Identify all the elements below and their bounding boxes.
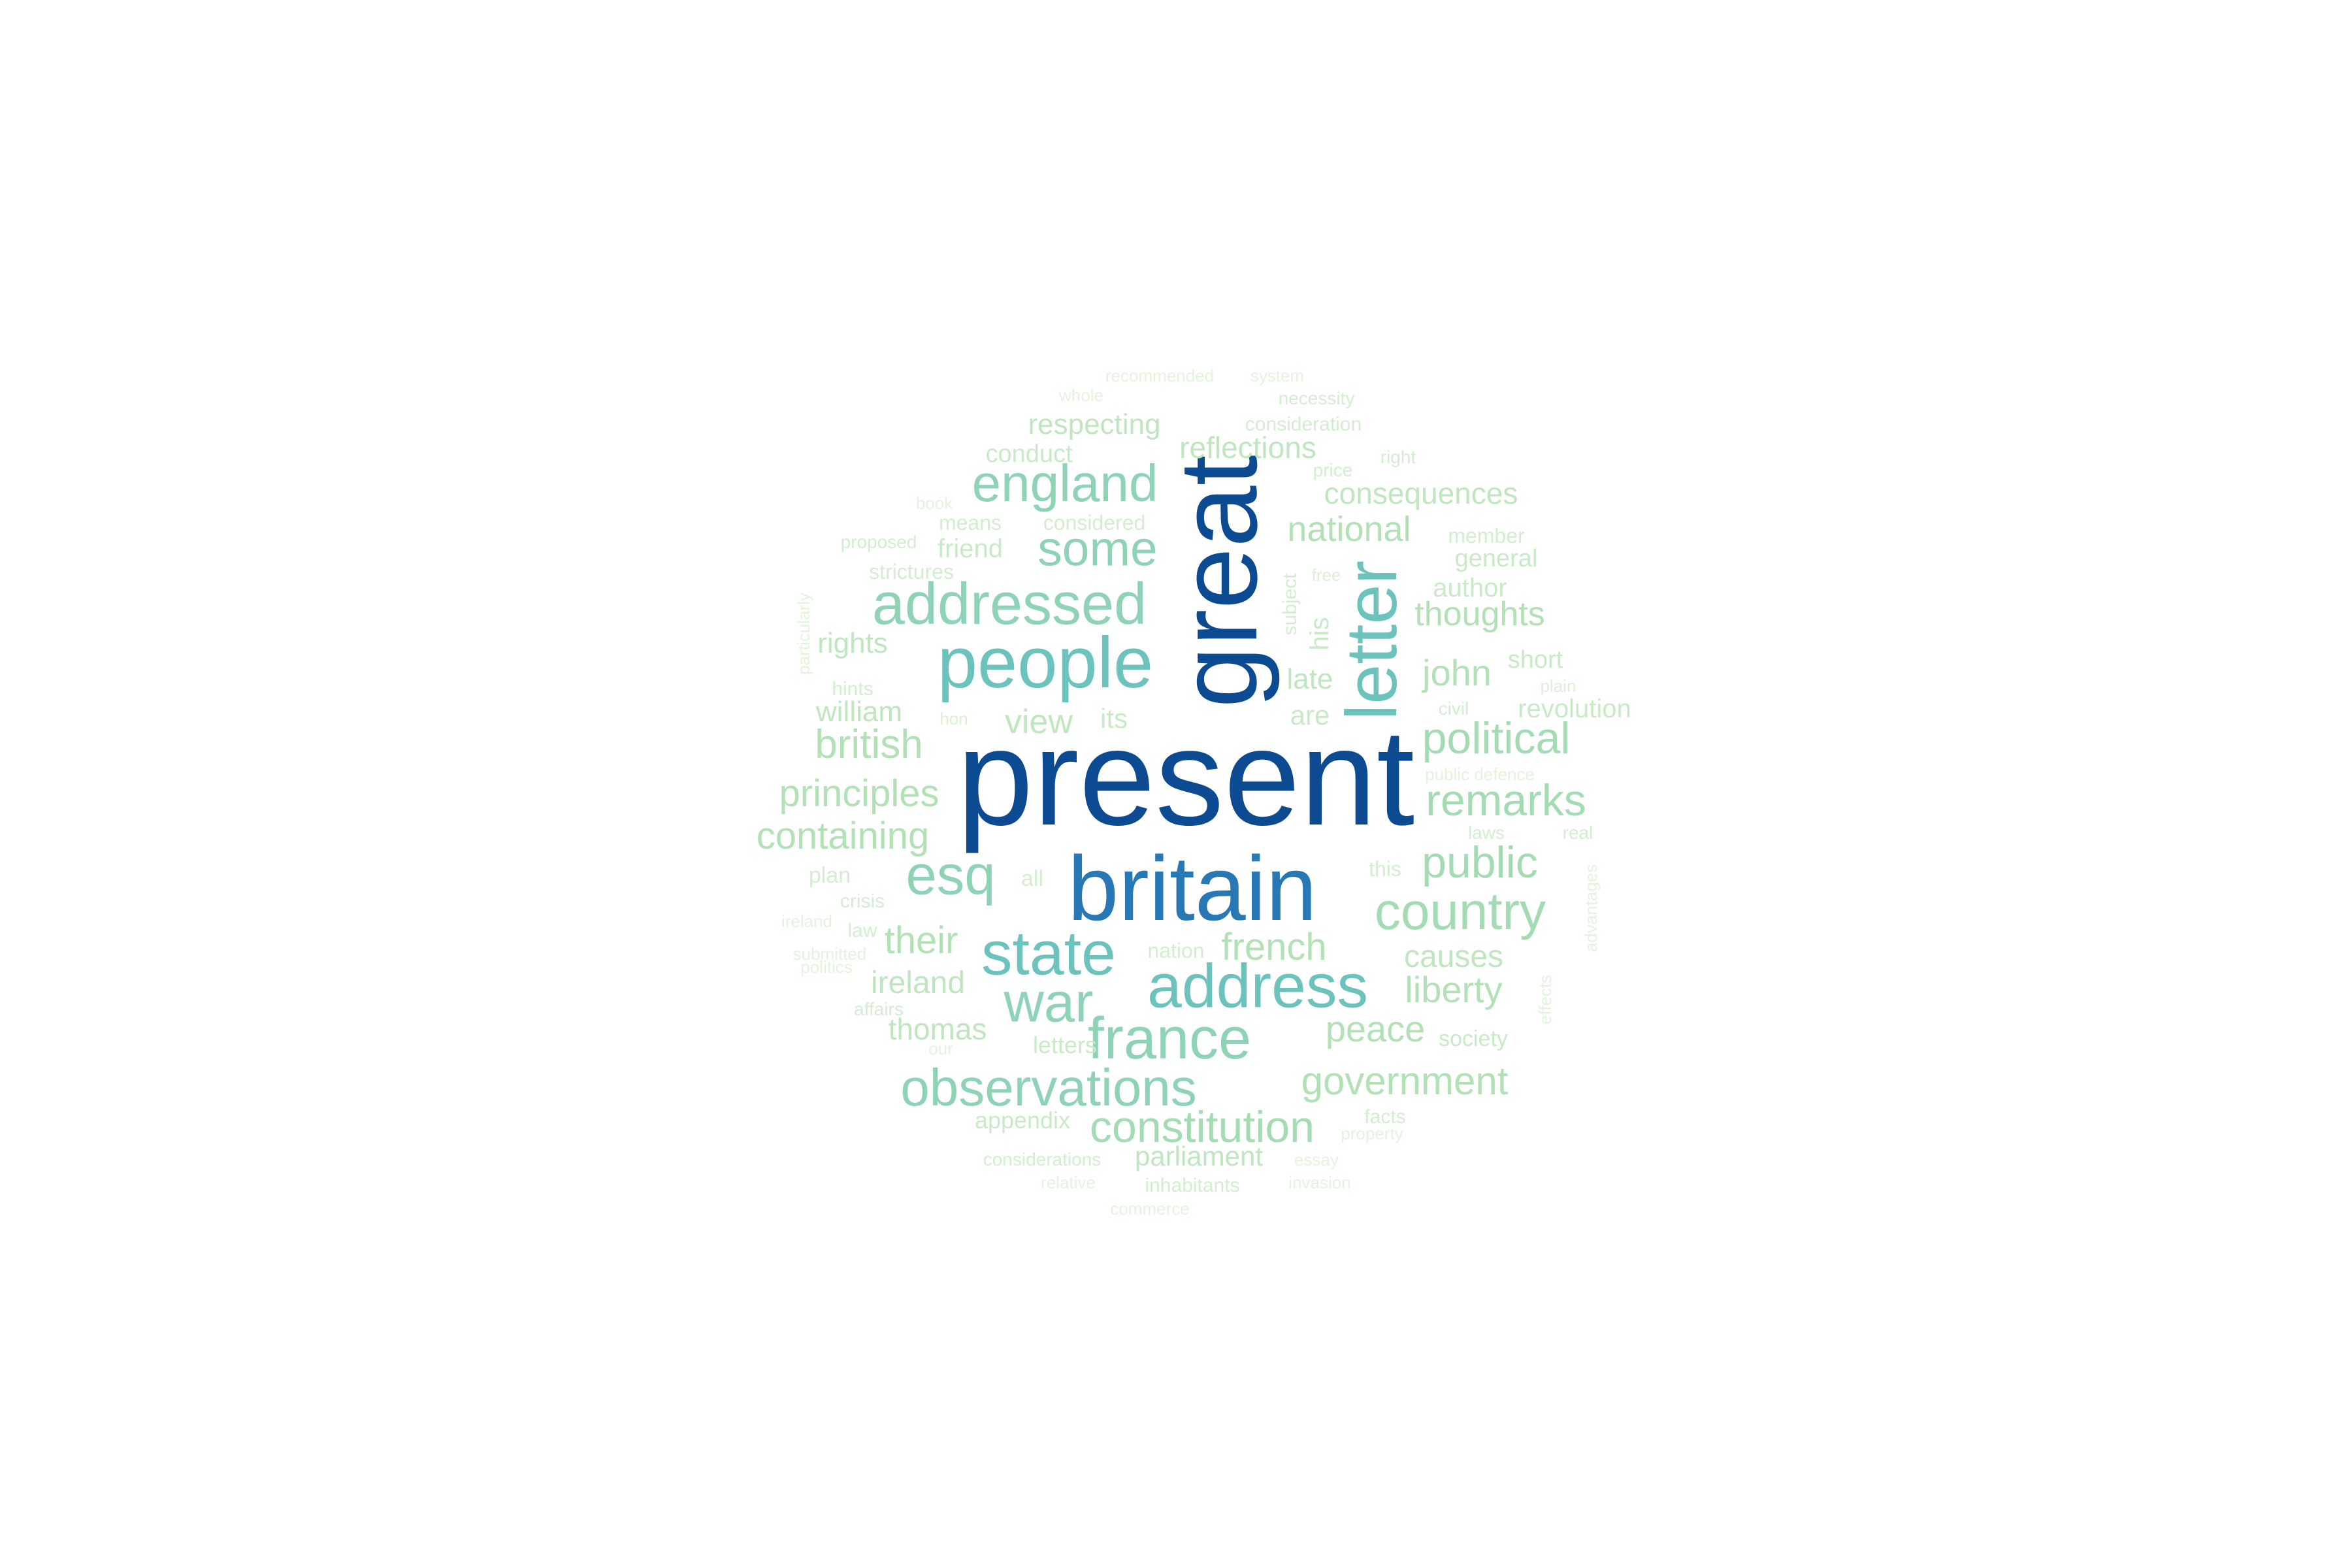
word-public-defence: public defence	[1425, 764, 1535, 784]
word-right: right	[1380, 447, 1416, 467]
word-conduct: conduct	[985, 440, 1073, 468]
word-essay: essay	[1294, 1150, 1339, 1169]
word-ireland: ireland	[781, 911, 833, 931]
word-our: our	[928, 1039, 953, 1058]
word-british: british	[815, 722, 923, 767]
word-effects: effects	[1535, 974, 1555, 1025]
word-ireland: ireland	[870, 966, 966, 1000]
word-appendix: appendix	[974, 1107, 1071, 1134]
word-general: general	[1454, 545, 1538, 572]
word-people: people	[937, 623, 1154, 703]
word-french: french	[1221, 926, 1327, 968]
word-peace: peace	[1325, 1008, 1426, 1049]
word-political: political	[1422, 713, 1571, 763]
word-friend: friend	[937, 534, 1004, 563]
word-short: short	[1507, 646, 1563, 674]
word-hints: hints	[832, 678, 874, 700]
word-late: late	[1286, 663, 1333, 695]
word-property: property	[1341, 1124, 1403, 1143]
word-relative: relative	[1041, 1173, 1096, 1192]
word-law: law	[847, 920, 877, 941]
word-containing: containing	[756, 815, 930, 857]
word-considered: considered	[1043, 511, 1146, 534]
word-national: national	[1287, 510, 1411, 549]
word-liberty: liberty	[1405, 969, 1503, 1010]
word-all: all	[1021, 866, 1044, 891]
word-are: are	[1290, 700, 1330, 730]
word-observations: observations	[900, 1058, 1197, 1117]
word-state: state	[981, 919, 1116, 988]
word-public: public	[1422, 838, 1538, 887]
word-reflections: reflections	[1179, 431, 1316, 465]
word-remarks: remarks	[1426, 776, 1586, 825]
word-england: england	[972, 454, 1158, 512]
word-advantages: advantages	[1581, 864, 1601, 953]
word-society: society	[1439, 1026, 1508, 1051]
word-consideration: consideration	[1245, 414, 1362, 435]
word-subject: subject	[1279, 573, 1301, 636]
word-his: his	[1305, 617, 1334, 651]
word-great: great	[1156, 455, 1281, 708]
word-politics: politics	[800, 957, 853, 977]
word-real: real	[1562, 823, 1593, 843]
word-war: war	[1004, 972, 1094, 1034]
word-their: their	[884, 919, 958, 962]
word-thomas: thomas	[888, 1012, 987, 1046]
word-address: address	[1147, 951, 1368, 1021]
word-crisis: crisis	[840, 890, 885, 912]
word-price: price	[1313, 460, 1353, 480]
word-hon: hon	[939, 709, 968, 728]
word-facts: facts	[1364, 1106, 1406, 1128]
word-country: country	[1374, 882, 1546, 940]
word-civil: civil	[1438, 698, 1469, 719]
word-principles: principles	[779, 772, 939, 815]
word-affairs: affairs	[854, 999, 904, 1019]
word-recommended: recommended	[1105, 366, 1215, 385]
word-esq: esq	[906, 844, 996, 907]
word-considerations: considerations	[983, 1149, 1102, 1169]
word-whole: whole	[1059, 385, 1103, 405]
word-this: this	[1369, 857, 1401, 881]
word-necessity: necessity	[1278, 388, 1355, 408]
word-present: present	[956, 700, 1415, 854]
word-revolution: revolution	[1518, 694, 1631, 723]
word-some: some	[1037, 521, 1158, 576]
word-letter: letter	[1331, 560, 1412, 721]
word-respecting: respecting	[1028, 408, 1161, 440]
word-plan: plan	[808, 863, 851, 888]
word-nation: nation	[1147, 939, 1205, 962]
word-government: government	[1301, 1059, 1509, 1103]
word-rights: rights	[817, 627, 888, 659]
word-john: john	[1422, 652, 1492, 693]
word-addressed: addressed	[872, 572, 1147, 637]
word-particularly: particularly	[794, 593, 813, 675]
word-plain: plain	[1540, 676, 1576, 696]
word-letters: letters	[1032, 1032, 1098, 1058]
word-submitted: submitted	[792, 944, 867, 964]
word-its: its	[1100, 703, 1128, 734]
word-free: free	[1311, 565, 1341, 585]
word-constitution: constitution	[1090, 1102, 1315, 1152]
word-inhabitants: inhabitants	[1145, 1175, 1240, 1196]
word-consequences: consequences	[1324, 476, 1518, 510]
word-book: book	[915, 493, 953, 513]
word-view: view	[1004, 703, 1073, 741]
word-laws: laws	[1467, 823, 1505, 843]
word-strictures: strictures	[869, 560, 954, 583]
word-parliament: parliament	[1134, 1141, 1264, 1171]
word-commerce: commerce	[1110, 1199, 1190, 1218]
word-france: france	[1087, 1006, 1252, 1071]
word-william: william	[816, 696, 902, 728]
word-proposed: proposed	[840, 532, 917, 552]
word-invasion: invasion	[1288, 1173, 1351, 1192]
word-britain: britain	[1068, 837, 1317, 939]
word-member: member	[1448, 524, 1525, 547]
word-thoughts: thoughts	[1414, 595, 1545, 633]
word-means: means	[938, 511, 1002, 534]
word-system: system	[1250, 366, 1305, 385]
word-author: author	[1433, 574, 1507, 602]
word-causes: causes	[1403, 939, 1504, 974]
